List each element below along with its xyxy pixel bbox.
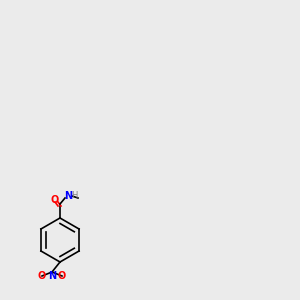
Text: N: N xyxy=(48,271,56,281)
Text: O: O xyxy=(58,271,66,281)
Text: O: O xyxy=(38,271,46,281)
Text: O: O xyxy=(51,195,59,205)
Text: H: H xyxy=(71,191,77,200)
Text: N: N xyxy=(64,191,72,201)
